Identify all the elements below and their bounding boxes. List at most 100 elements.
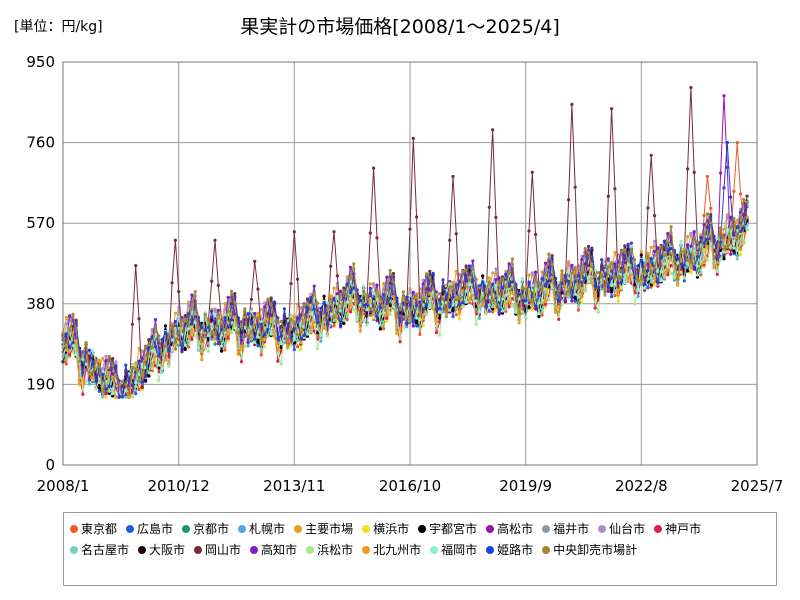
data-point (309, 296, 313, 300)
data-point (183, 343, 187, 347)
data-point (613, 262, 617, 266)
data-point (491, 299, 495, 303)
data-point (738, 192, 743, 196)
data-point (187, 345, 191, 349)
data-point (451, 309, 455, 313)
legend-marker (250, 545, 259, 554)
data-point (335, 274, 339, 278)
data-point (540, 277, 544, 281)
data-point (315, 321, 320, 325)
data-point (458, 280, 462, 284)
data-point (421, 282, 425, 286)
legend-marker (126, 524, 135, 533)
data-point (662, 262, 667, 266)
legend-marker (542, 524, 551, 533)
data-point (467, 278, 472, 282)
data-point (87, 378, 91, 382)
data-point (438, 333, 442, 337)
data-point (735, 236, 739, 240)
data-point (686, 234, 690, 239)
data-point (266, 297, 270, 301)
data-point (345, 314, 349, 318)
data-point (395, 314, 399, 318)
data-point (97, 365, 101, 369)
data-point (64, 332, 68, 336)
data-point (504, 307, 508, 311)
data-point (543, 305, 548, 309)
legend-marker (362, 545, 371, 554)
data-point (517, 311, 521, 315)
data-point (296, 316, 300, 320)
data-point (220, 344, 224, 348)
data-point (547, 252, 551, 256)
data-point (74, 318, 78, 322)
data-point (91, 349, 95, 353)
data-point (590, 246, 594, 250)
data-point (163, 358, 167, 362)
data-point (576, 295, 581, 299)
data-point (619, 287, 624, 291)
data-point (163, 324, 167, 328)
data-point (137, 387, 141, 391)
data-point (613, 250, 617, 254)
data-point (236, 332, 240, 336)
data-point (117, 395, 121, 399)
data-point (398, 320, 402, 324)
data-point (411, 290, 415, 294)
data-point (309, 312, 313, 316)
data-point (438, 310, 442, 314)
data-point (411, 296, 415, 300)
data-point (477, 300, 481, 304)
data-point (140, 388, 144, 392)
legend-marker (306, 545, 315, 554)
data-point (68, 353, 72, 357)
data-point (537, 282, 541, 286)
data-point (368, 286, 372, 290)
data-point (170, 281, 174, 285)
data-point (352, 308, 356, 312)
data-point (226, 309, 230, 313)
data-point (163, 330, 167, 335)
data-point (481, 303, 485, 307)
data-point (530, 271, 534, 275)
data-point (385, 275, 389, 279)
data-point (431, 271, 435, 275)
data-point (216, 342, 220, 346)
data-point (229, 331, 234, 335)
data-point (104, 374, 108, 379)
data-point (656, 281, 660, 285)
data-point (424, 302, 429, 306)
data-point (292, 336, 296, 340)
data-point (124, 395, 128, 399)
data-point (520, 285, 525, 290)
data-point (193, 315, 197, 319)
data-point (263, 333, 267, 337)
data-point (573, 295, 577, 299)
data-point (550, 256, 554, 261)
data-point (500, 297, 505, 301)
data-point (527, 273, 531, 277)
data-point (157, 366, 161, 370)
data-point (408, 321, 412, 325)
data-point (345, 294, 349, 298)
data-point (517, 292, 521, 296)
data-point (226, 336, 230, 340)
data-point (434, 324, 438, 328)
data-point (342, 289, 346, 293)
data-point (137, 359, 141, 363)
data-point (676, 277, 680, 281)
data-point (127, 391, 131, 395)
data-point (527, 298, 531, 302)
data-point (699, 235, 703, 239)
data-point (481, 298, 485, 302)
data-point (560, 269, 564, 273)
data-point (365, 308, 369, 312)
data-point (461, 305, 465, 309)
data-point (567, 198, 571, 202)
data-point (434, 331, 438, 335)
legend-item: 名古屋市 (70, 539, 129, 560)
data-point (233, 326, 237, 330)
data-point (411, 324, 415, 328)
data-point (507, 271, 511, 275)
data-point (223, 308, 227, 312)
